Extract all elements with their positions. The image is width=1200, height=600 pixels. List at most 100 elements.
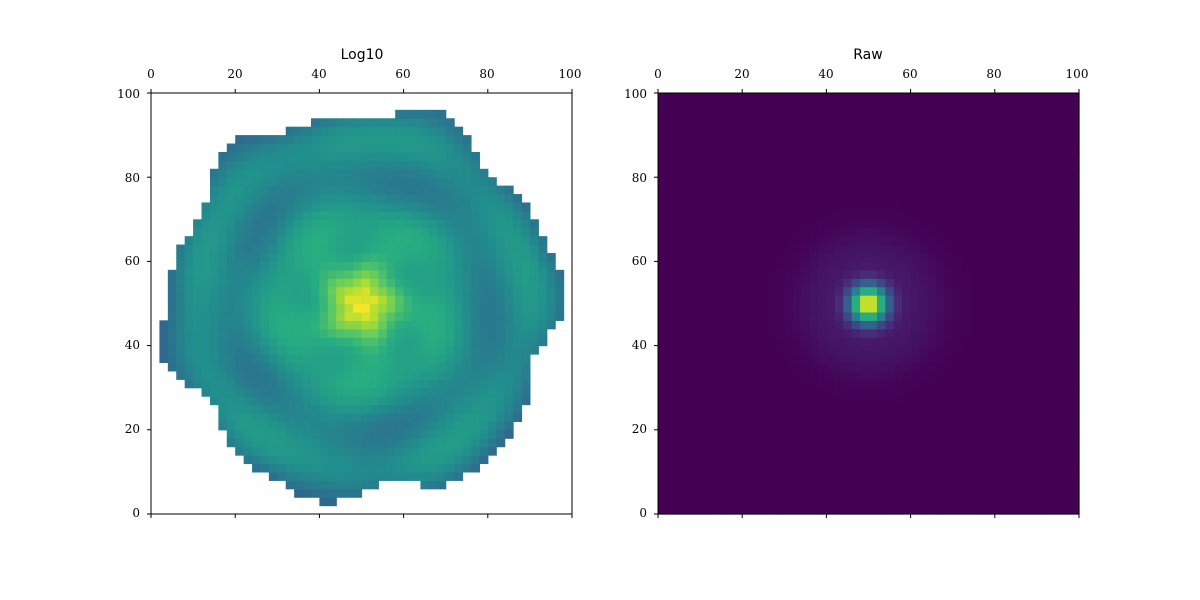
heatmap-cell xyxy=(201,362,211,372)
heatmap-cell xyxy=(792,219,802,229)
heatmap-cell xyxy=(986,236,996,246)
heatmap-cell xyxy=(235,210,245,220)
heatmap-cell xyxy=(1045,101,1055,111)
heatmap-cell xyxy=(952,210,962,220)
heatmap-cell xyxy=(876,168,886,178)
heatmap-cell xyxy=(420,160,430,170)
heatmap-cell xyxy=(809,370,819,380)
heatmap-cell xyxy=(209,320,219,330)
heatmap-cell xyxy=(767,421,777,431)
heatmap-cell xyxy=(700,143,710,153)
heatmap-cell xyxy=(386,311,396,321)
heatmap-cell xyxy=(336,227,346,237)
heatmap-cell xyxy=(412,185,422,195)
heatmap-cell xyxy=(294,404,304,414)
heatmap-cell xyxy=(666,497,676,507)
heatmap-cell xyxy=(927,505,937,515)
heatmap-cell xyxy=(784,295,794,305)
heatmap-cell xyxy=(691,412,701,422)
heatmap-cell xyxy=(361,446,371,456)
heatmap-cell xyxy=(378,126,388,136)
heatmap-cell xyxy=(885,480,895,490)
heatmap-cell xyxy=(809,497,819,507)
heatmap-cell xyxy=(708,278,718,288)
heatmap-cell xyxy=(344,269,354,279)
heatmap-cell xyxy=(1020,295,1030,305)
heatmap-cell xyxy=(658,177,668,187)
heatmap-cell xyxy=(927,311,937,321)
heatmap-cell xyxy=(361,126,371,136)
heatmap-cell xyxy=(268,396,278,406)
heatmap-cell xyxy=(201,303,211,313)
heatmap-cell xyxy=(243,185,253,195)
heatmap-cell xyxy=(395,286,405,296)
heatmap-cell xyxy=(733,404,743,414)
heatmap-cell xyxy=(1011,320,1021,330)
heatmap-cell xyxy=(893,236,903,246)
heatmap-cell xyxy=(310,244,320,254)
heatmap-cell xyxy=(683,252,693,262)
heatmap-cell xyxy=(412,160,422,170)
heatmap-cell xyxy=(1062,269,1072,279)
heatmap-cell xyxy=(445,151,455,161)
heatmap-cell xyxy=(353,488,363,498)
heatmap-cell xyxy=(691,252,701,262)
heatmap-cell xyxy=(1053,354,1063,364)
heatmap-cell xyxy=(319,404,329,414)
heatmap-cell xyxy=(885,295,895,305)
heatmap-cell xyxy=(927,286,937,296)
heatmap-cell xyxy=(826,488,836,498)
heatmap-cell xyxy=(260,345,270,355)
heatmap-cell xyxy=(218,194,228,204)
heatmap-cell xyxy=(167,354,177,364)
heatmap-cell xyxy=(910,396,920,406)
heatmap-cell xyxy=(327,404,337,414)
heatmap-cell xyxy=(893,438,903,448)
heatmap-cell xyxy=(834,303,844,313)
heatmap-cell xyxy=(733,101,743,111)
heatmap-cell xyxy=(876,303,886,313)
heatmap-cell xyxy=(445,396,455,406)
heatmap-cell xyxy=(826,101,836,111)
heatmap-cell xyxy=(843,202,853,212)
heatmap-cell xyxy=(395,194,405,204)
heatmap-cell xyxy=(1045,269,1055,279)
heatmap-cell xyxy=(750,303,760,313)
heatmap-cell xyxy=(1062,278,1072,288)
heatmap-cell xyxy=(775,303,785,313)
heatmap-cell xyxy=(294,379,304,389)
heatmap-cell xyxy=(445,118,455,128)
heatmap-cell xyxy=(691,168,701,178)
heatmap-cell xyxy=(868,252,878,262)
heatmap-cell xyxy=(658,455,668,465)
heatmap-cell xyxy=(767,143,777,153)
heatmap-cell xyxy=(361,185,371,195)
heatmap-cell xyxy=(395,446,405,456)
heatmap-cell xyxy=(361,261,371,271)
heatmap-cell xyxy=(260,135,270,145)
heatmap-cell xyxy=(666,463,676,473)
heatmap-cell xyxy=(885,421,895,431)
heatmap-cell xyxy=(994,387,1004,397)
heatmap-cell xyxy=(658,135,668,145)
heatmap-cell xyxy=(395,135,405,145)
heatmap-cell xyxy=(1028,438,1038,448)
heatmap-cell xyxy=(1045,412,1055,422)
heatmap-cell xyxy=(193,227,203,237)
heatmap-cell xyxy=(336,471,346,481)
heatmap-cell xyxy=(243,303,253,313)
heatmap-cell xyxy=(725,109,735,119)
heatmap-cell xyxy=(260,362,270,372)
heatmap-cell xyxy=(759,471,769,481)
heatmap-cell xyxy=(775,261,785,271)
heatmap-cell xyxy=(437,295,447,305)
heatmap-cell xyxy=(927,295,937,305)
heatmap-cell xyxy=(952,488,962,498)
heatmap-cell xyxy=(336,202,346,212)
heatmap-cell xyxy=(353,168,363,178)
heatmap-cell xyxy=(386,286,396,296)
heatmap-cell xyxy=(809,151,819,161)
heatmap-cell xyxy=(344,446,354,456)
heatmap-cell xyxy=(268,471,278,481)
heatmap-cell xyxy=(412,345,422,355)
